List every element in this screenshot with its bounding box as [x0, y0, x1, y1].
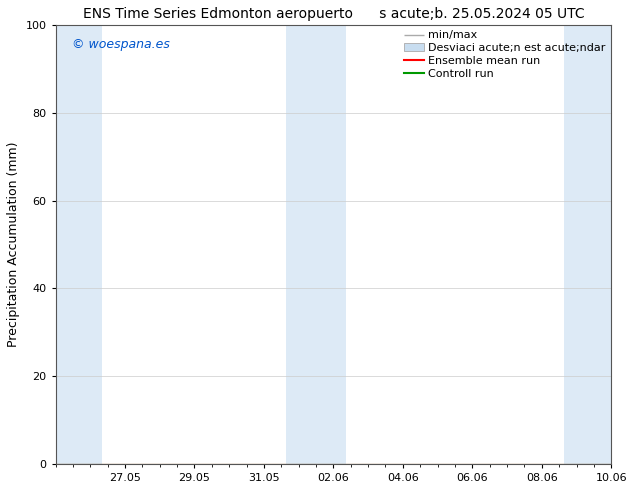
Title: ENS Time Series Edmonton aeropuerto      s acute;b. 25.05.2024 05 UTC: ENS Time Series Edmonton aeropuerto s ac… — [82, 7, 584, 21]
Legend: min/max, Desviaci acute;n est acute;ndar, Ensemble mean run, Controll run: min/max, Desviaci acute;n est acute;ndar… — [402, 28, 608, 81]
Bar — [56, 25, 103, 464]
Bar — [287, 25, 346, 464]
Y-axis label: Precipitation Accumulation (mm): Precipitation Accumulation (mm) — [7, 142, 20, 347]
Text: © woespana.es: © woespana.es — [72, 38, 170, 51]
Bar — [564, 25, 611, 464]
